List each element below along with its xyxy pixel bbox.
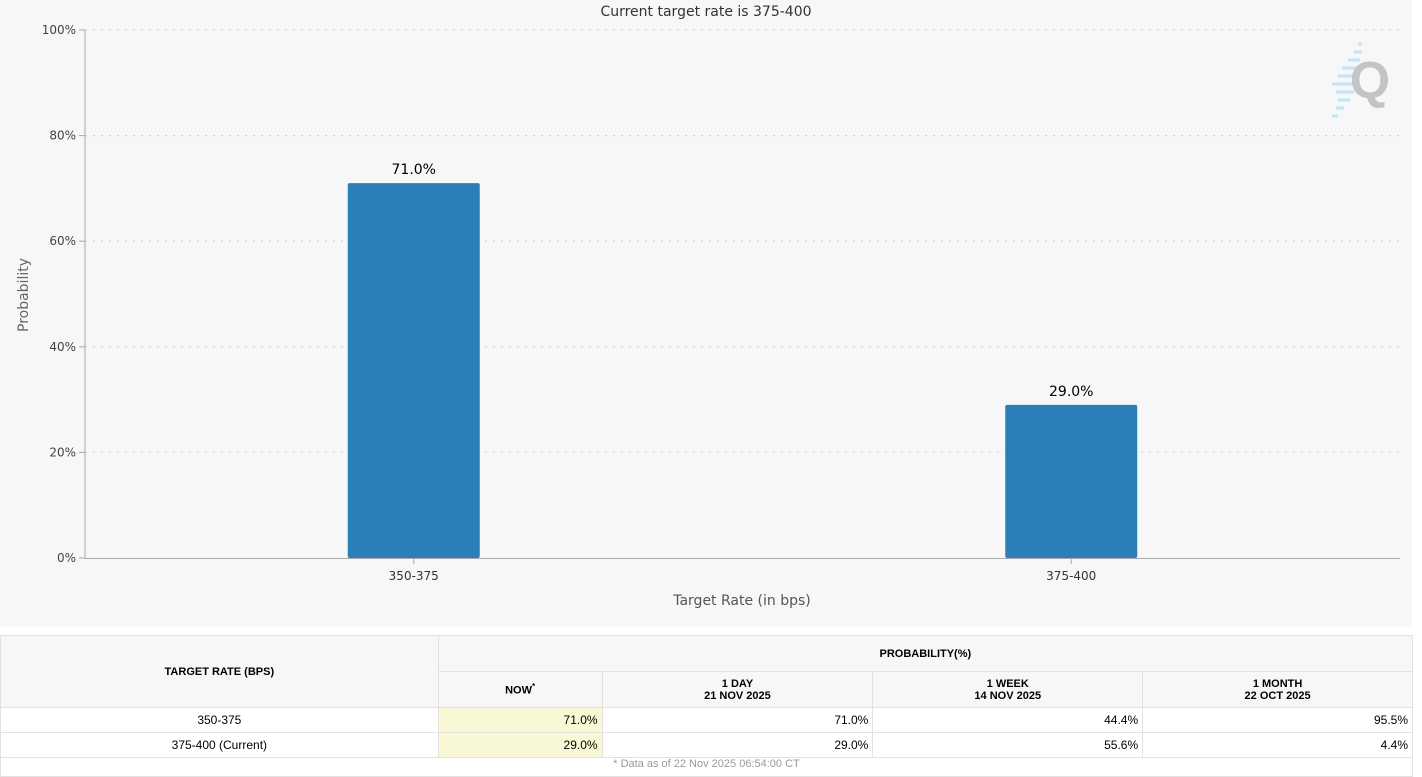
y-tick-label: 40% xyxy=(49,340,76,354)
cell-1-month: 95.5% xyxy=(1142,707,1413,733)
table-row: 375-400 (Current) 29.0% 29.0% 55.6% 4.4% xyxy=(0,732,1413,758)
header-target-rate: TARGET RATE (BPS) xyxy=(0,635,439,708)
cell-1-week: 55.6% xyxy=(872,732,1144,758)
data-label: 71.0% xyxy=(392,162,436,178)
x-tick-label: 350-375 xyxy=(389,569,439,583)
y-tick-label: 0% xyxy=(57,551,76,565)
header-now: NOW* xyxy=(437,671,603,708)
logo-letter: Q xyxy=(1350,52,1390,110)
y-tick-label: 80% xyxy=(49,129,76,143)
header-1-day: 1 DAY 21 NOV 2025 xyxy=(601,671,874,708)
chart-panel: Current target rate is 375-400 0% 20% 40% 6… xyxy=(16,4,1400,609)
y-tick-label: 20% xyxy=(49,445,76,459)
cell-1-day: 71.0% xyxy=(601,707,874,733)
chart-title: Current target rate is 375-400 xyxy=(600,4,811,20)
header-1-week: 1 WEEK 14 NOV 2025 xyxy=(872,671,1144,708)
cell-1-week: 44.4% xyxy=(872,707,1144,733)
cell-rate: 350-375 xyxy=(0,707,439,733)
cell-now: 29.0% xyxy=(437,732,603,758)
y-tick-label: 60% xyxy=(49,234,76,248)
y-tick-label: 100% xyxy=(42,23,76,37)
y-axis-label: Probability xyxy=(16,258,32,332)
header-1-month: 1 MONTH 22 OCT 2025 xyxy=(1142,671,1413,708)
x-axis-label: Target Rate (in bps) xyxy=(672,593,811,609)
cell-1-day: 29.0% xyxy=(601,732,874,758)
table-row: 350-375 71.0% 71.0% 44.4% 95.5% xyxy=(0,707,1413,733)
footnote: * Data as of 22 Nov 2025 06:54:00 CT xyxy=(0,757,1413,777)
cell-rate: 375-400 (Current) xyxy=(0,732,439,758)
probability-table: TARGET RATE (BPS) PROBABILITY(%) NOW* 1 … xyxy=(0,635,1414,777)
bar-350-375[interactable] xyxy=(347,183,480,558)
quikstrike-logo-watermark: Q xyxy=(1332,42,1390,118)
data-label: 29.0% xyxy=(1049,384,1093,400)
x-tick-label: 375-400 xyxy=(1046,569,1096,583)
bar-chart: Current target rate is 375-400 0% 20% 40% 6… xyxy=(16,4,1400,609)
cell-now: 71.0% xyxy=(437,707,603,733)
cell-1-month: 4.4% xyxy=(1142,732,1413,758)
bar-375-400[interactable] xyxy=(1005,404,1138,558)
header-probability: PROBABILITY(%) xyxy=(437,635,1414,672)
